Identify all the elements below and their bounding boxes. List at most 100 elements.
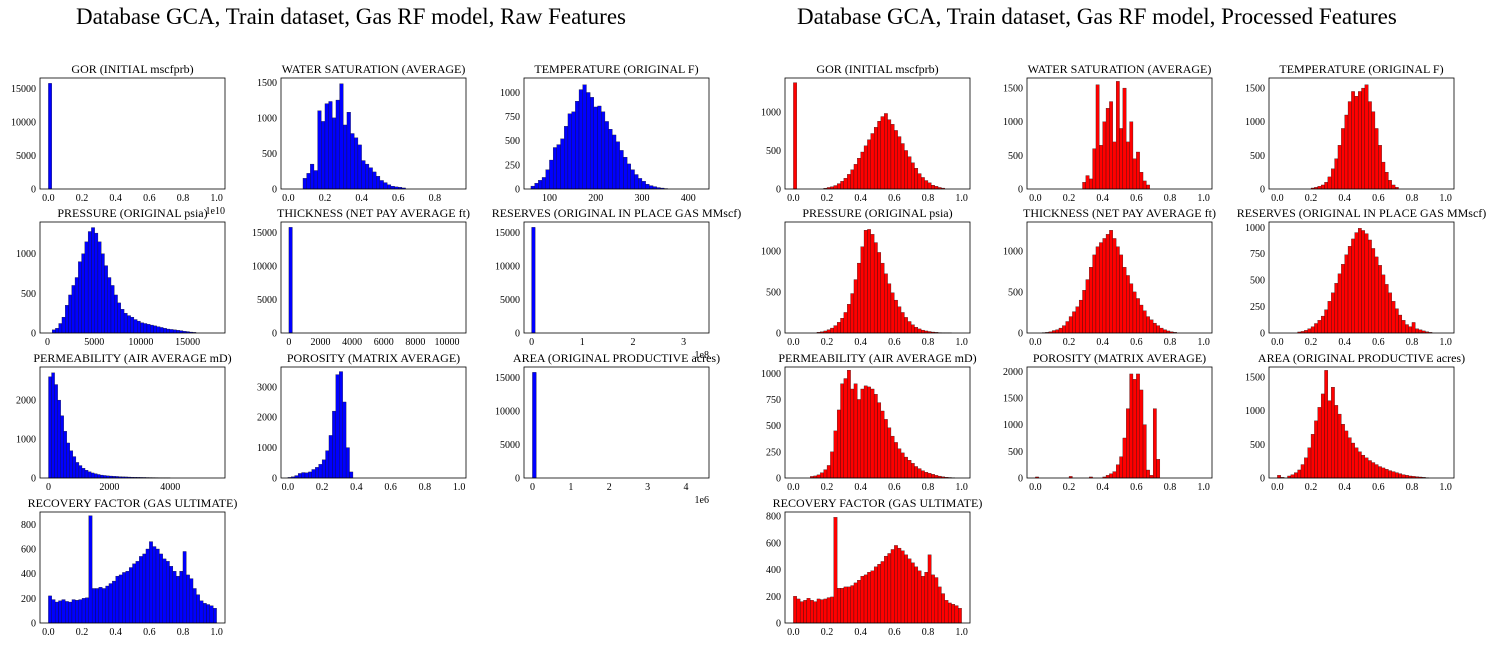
histogram-bar xyxy=(1099,242,1103,334)
histogram-bar xyxy=(1290,474,1295,479)
histogram-bar xyxy=(910,162,915,190)
x-tick-label: 0.8 xyxy=(1164,482,1177,493)
x-tick-label: 0.6 xyxy=(392,193,405,204)
x-tick-label: 0.8 xyxy=(922,627,935,638)
histogram-bar xyxy=(1119,254,1124,334)
histogram-bar xyxy=(1320,393,1325,479)
histogram-bar xyxy=(54,384,58,479)
histogram-bar xyxy=(78,261,82,334)
y-tick-label: 2000 xyxy=(16,396,36,407)
axes-frame xyxy=(523,77,710,190)
x-tick-label: 1 xyxy=(580,337,585,348)
histogram-bar xyxy=(182,551,187,624)
histogram-bar xyxy=(186,574,190,624)
histogram-bar xyxy=(361,160,366,190)
histogram-bar xyxy=(1065,321,1070,334)
x-tick-label: 5000 xyxy=(84,337,104,348)
y-tick-label: 1000 xyxy=(761,369,781,380)
histogram-bar xyxy=(890,124,895,190)
histogram-bar xyxy=(1129,373,1134,479)
histogram-bar xyxy=(78,599,83,624)
histogram-bar xyxy=(1136,373,1140,479)
histogram-bar xyxy=(608,129,613,190)
y-tick-label: 0 xyxy=(31,474,36,485)
histogram-bar xyxy=(870,133,875,190)
x-tick-label: 0 xyxy=(45,337,50,348)
x-tick-label: 1.0 xyxy=(1439,482,1452,493)
histogram-bar xyxy=(313,170,318,190)
histogram-bar xyxy=(311,469,316,479)
histogram-bar xyxy=(1156,325,1161,334)
x-tick-label: 300 xyxy=(634,193,649,204)
histogram-bar xyxy=(1307,447,1312,479)
histogram-bar xyxy=(793,82,797,190)
histogram-bar xyxy=(894,299,898,334)
y-tick-label: 0 xyxy=(272,329,277,340)
axes-frame xyxy=(39,221,226,334)
axes-frame xyxy=(784,221,971,334)
histogram-bar xyxy=(1334,405,1339,479)
histogram-bar xyxy=(532,372,537,479)
histogram-bar xyxy=(1374,128,1379,190)
histogram-bar xyxy=(1361,454,1366,479)
x-tick-label: 0.2 xyxy=(1063,193,1076,204)
histogram-bar xyxy=(890,292,895,334)
histogram-bar xyxy=(321,121,326,190)
histogram-bar xyxy=(68,601,73,624)
x-tick-label: 1.0 xyxy=(955,627,968,638)
histogram-bar xyxy=(877,252,882,334)
x-tick-label: 0.4 xyxy=(1096,482,1109,493)
y-tick-label: 5000 xyxy=(257,295,277,306)
y-tick-label: 200 xyxy=(766,592,781,603)
histogram-bar xyxy=(332,410,336,479)
histogram-bar xyxy=(58,323,63,334)
subplot-title: RESERVES (ORIGINAL IN PLACE GAS MMscf) xyxy=(1237,206,1487,220)
histogram-bar xyxy=(315,467,319,479)
x-tick-label: 0.2 xyxy=(821,337,834,348)
histogram-bar xyxy=(937,586,942,624)
x-tick-label: 0.6 xyxy=(888,627,901,638)
histogram-bar xyxy=(1082,290,1087,334)
histogram-bar xyxy=(900,312,905,334)
axes-frame xyxy=(784,366,971,479)
x-tick-label: 1.0 xyxy=(453,482,466,493)
histogram-bar xyxy=(927,473,932,479)
histogram-bar xyxy=(1384,469,1389,479)
histogram-bar xyxy=(840,318,845,334)
histogram-bar xyxy=(793,596,797,624)
histogram-bar xyxy=(816,598,821,624)
histogram-bar xyxy=(890,549,895,624)
histogram-bar xyxy=(1357,228,1362,334)
histogram-bar xyxy=(1337,273,1342,334)
histogram-bar xyxy=(623,156,628,190)
x-tick-label: 0 xyxy=(530,482,535,493)
histogram-bar xyxy=(873,566,878,624)
x-tick-label: 0.4 xyxy=(854,482,867,493)
histogram-bar xyxy=(302,178,307,190)
histogram-bar xyxy=(884,273,888,334)
x-tick-label: 10000 xyxy=(128,337,153,348)
x-tick-label: 0.8 xyxy=(922,482,935,493)
histogram-bar xyxy=(867,386,871,479)
histogram-bar xyxy=(159,327,164,334)
histogram-bar xyxy=(597,105,602,190)
x-tick-label: 0.4 xyxy=(350,482,363,493)
histogram-bar xyxy=(1072,311,1076,334)
histogram-bar xyxy=(530,185,535,190)
subplot-title: AREA (ORIGINAL PRODUCTIVE acres) xyxy=(513,351,720,365)
histogram-bar xyxy=(1146,316,1150,334)
x-tick-label: 4000 xyxy=(160,482,180,493)
histogram-bar xyxy=(118,574,123,624)
histogram-bar xyxy=(1159,327,1164,334)
x-tick-label: 0.6 xyxy=(143,193,156,204)
y-tick-label: 0 xyxy=(776,474,781,485)
histogram-panel: 0 2000 4000 0 1000 2000 PERMEABILITY (AIR AVER… xyxy=(16,351,232,493)
histogram-bar xyxy=(176,575,180,624)
x-tick-label: 2000 xyxy=(311,337,331,348)
histogram-bar xyxy=(169,566,174,624)
y-tick-label: 500 xyxy=(766,146,781,157)
histogram-bar xyxy=(567,113,572,190)
x-tick-label: 2 xyxy=(630,337,635,348)
y-tick-label: 0 xyxy=(776,185,781,196)
x-tick-label: 1 xyxy=(568,482,573,493)
